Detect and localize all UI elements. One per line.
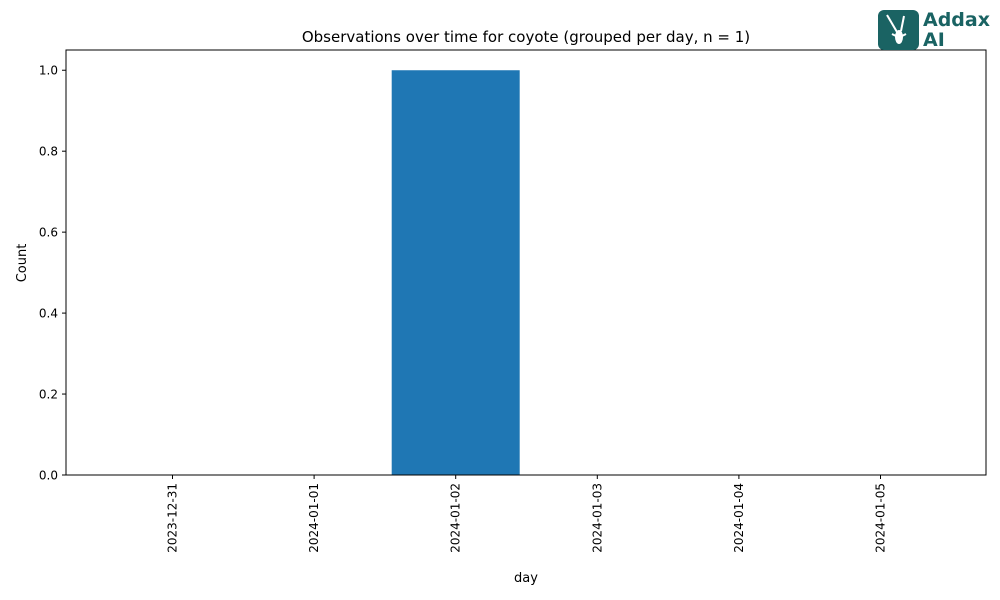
chart-title: Observations over time for coyote (group… (302, 28, 750, 46)
x-tick-label: 2024-01-04 (732, 483, 746, 553)
y-tick-label: 0.2 (39, 388, 58, 402)
x-tick-label: 2024-01-02 (449, 483, 463, 553)
y-axis-label: Count (15, 244, 30, 283)
addax-ai-logo: Addax AI (878, 10, 996, 52)
x-tick-label: 2023-12-31 (166, 483, 180, 553)
x-axis-label: day (514, 571, 538, 586)
y-tick-label: 1.0 (39, 64, 58, 78)
addax-antelope-icon (878, 10, 919, 50)
x-tick-label: 2024-01-01 (307, 483, 321, 553)
y-tick-label: 0.8 (39, 145, 58, 159)
y-tick-label: 0.0 (39, 469, 58, 483)
logo-word-ai: AI (923, 29, 945, 51)
y-axis: 0.0 0.2 0.4 0.6 0.8 1.0 (39, 64, 66, 483)
logo-word-addax: Addax (923, 9, 990, 31)
y-tick-label: 0.4 (39, 307, 58, 321)
y-tick-label: 0.6 (39, 226, 58, 240)
x-tick-label: 2024-01-03 (590, 483, 604, 553)
bar-2024-01-02 (391, 70, 520, 475)
plot-frame (65, 49, 987, 476)
bars-group (391, 70, 520, 475)
x-tick-label: 2024-01-05 (874, 483, 888, 553)
x-axis: 2023-12-31 2024-01-01 2024-01-02 2024-01-03… (166, 475, 888, 553)
